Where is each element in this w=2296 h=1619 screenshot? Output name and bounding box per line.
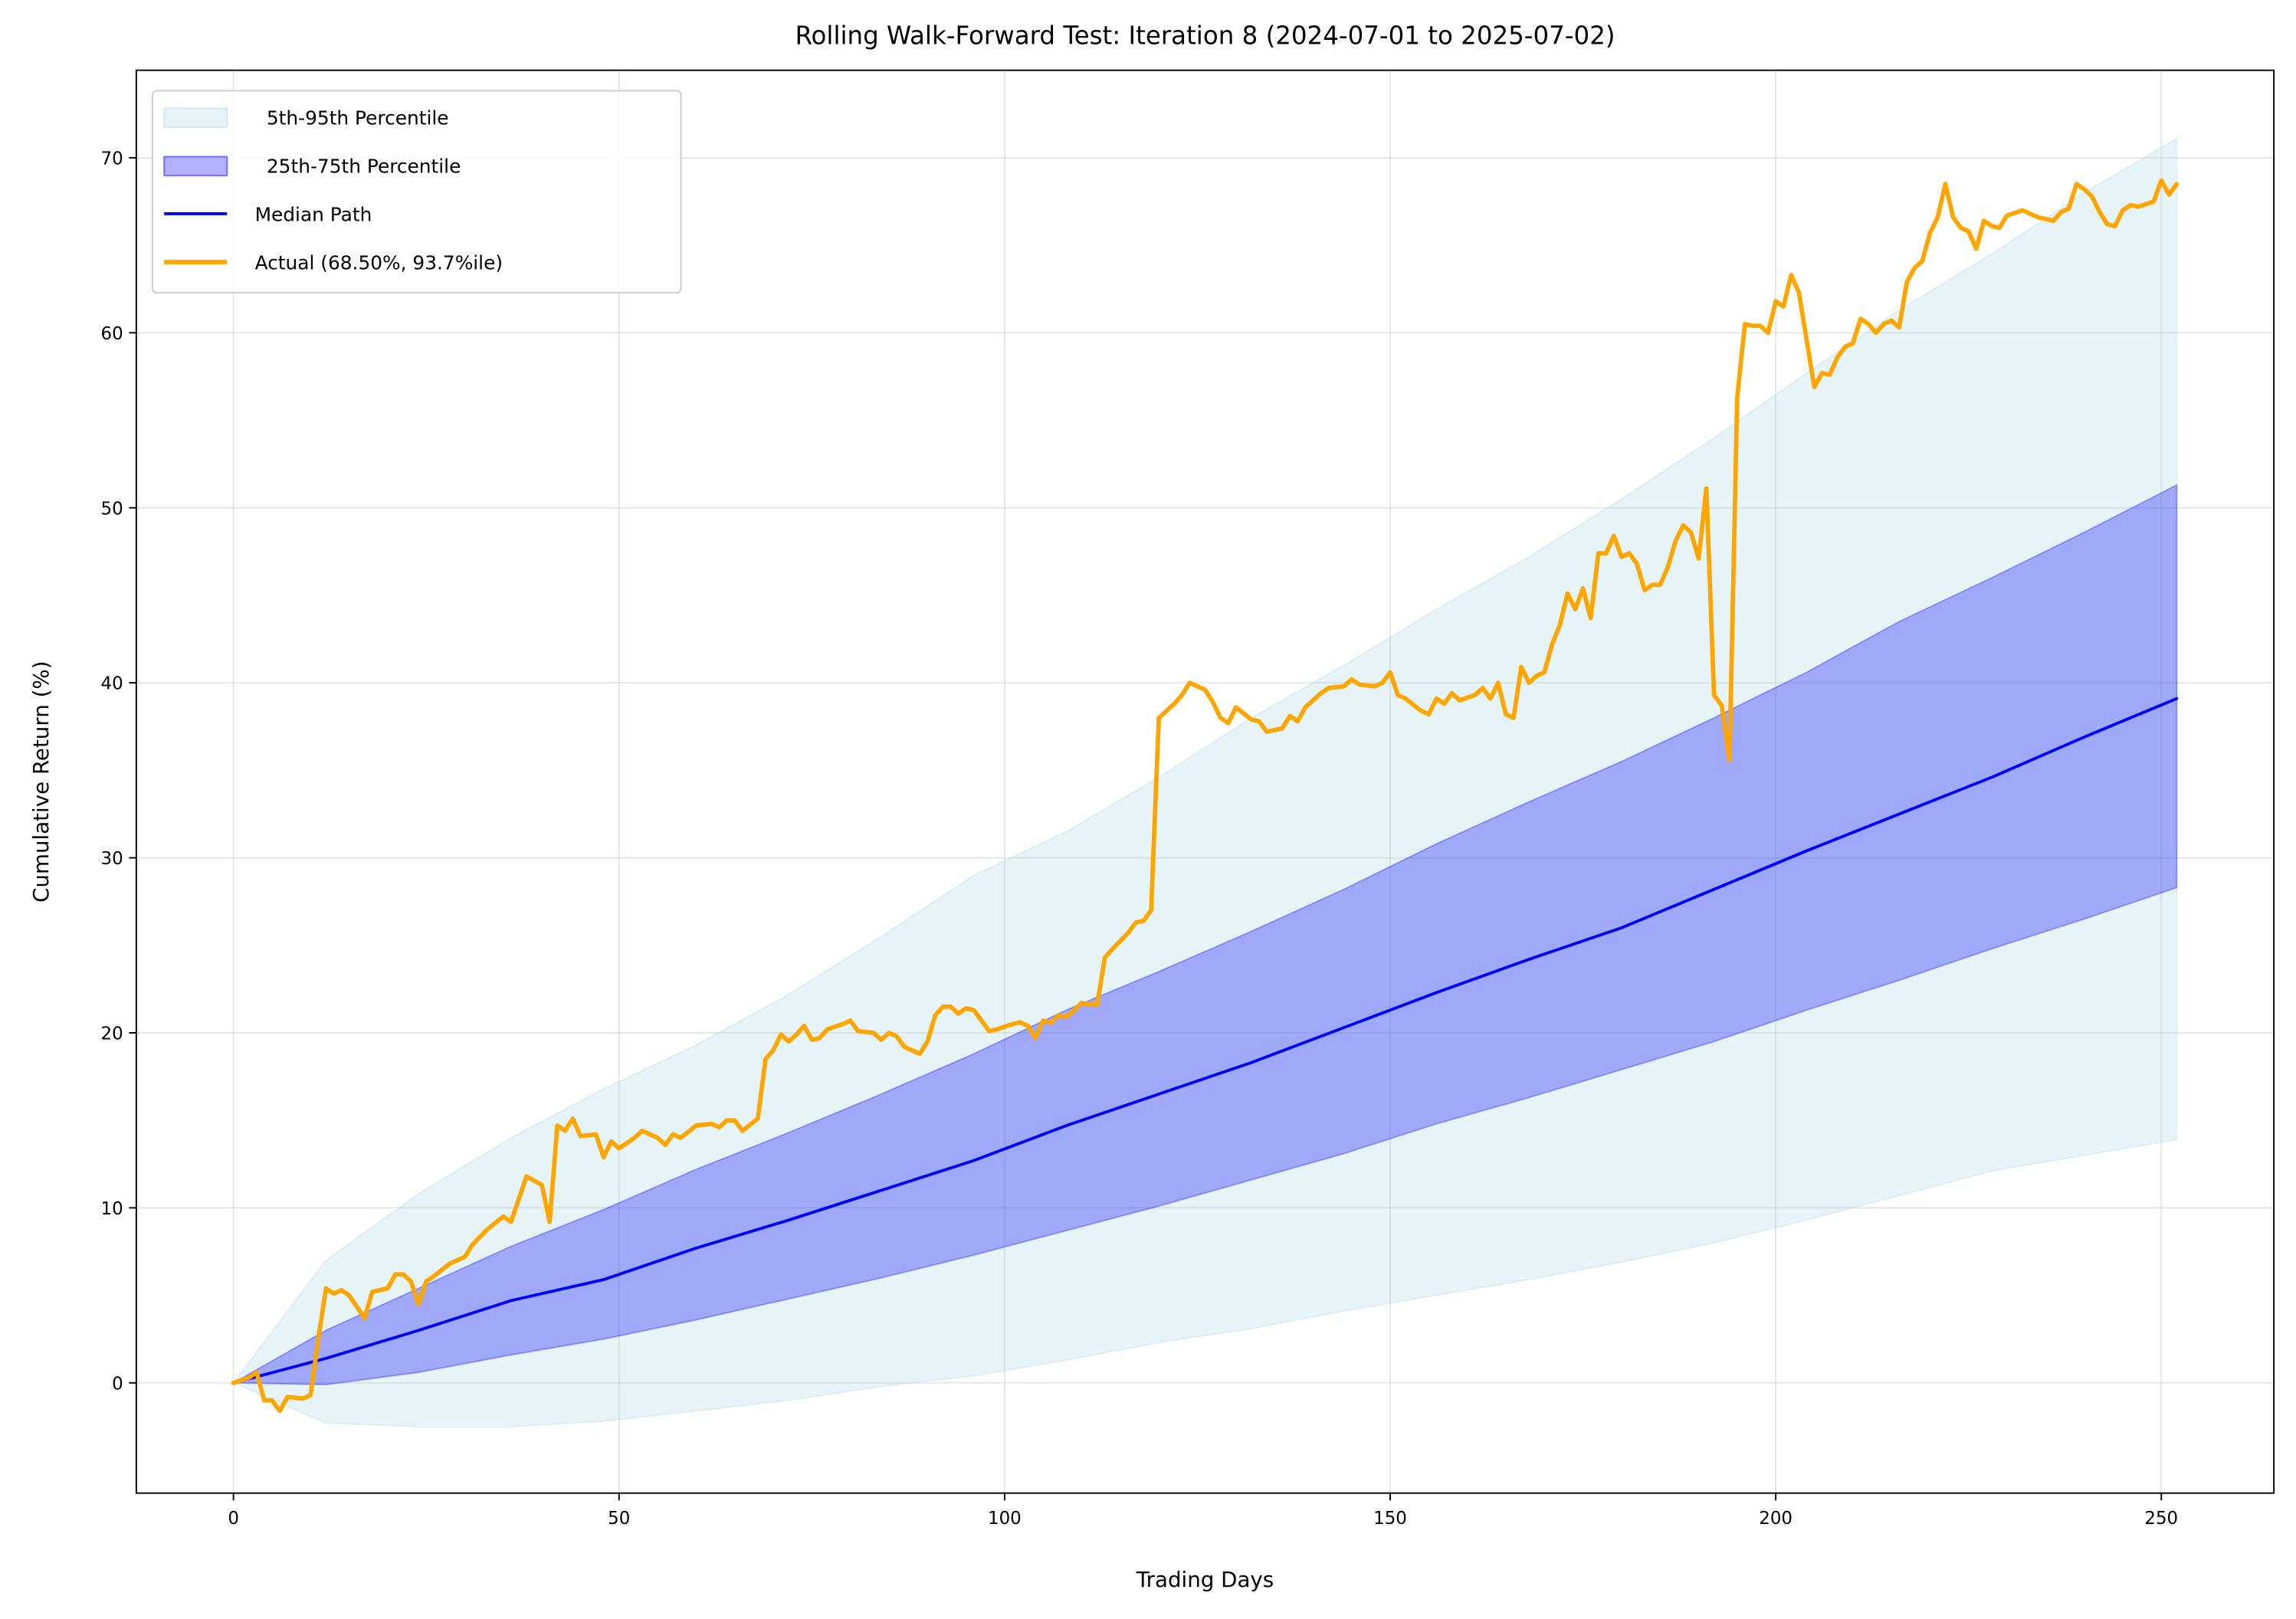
legend-swatch (163, 156, 228, 177)
percentile-band (231, 483, 2178, 1386)
x-tick-label: 100 (988, 1509, 1022, 1529)
y-tick-label: 70 (101, 149, 123, 169)
y-axis-label: Cumulative Return (%) (28, 660, 54, 902)
y-tick-label: 50 (101, 499, 123, 519)
series-line (231, 696, 2179, 1385)
legend-label: 25th-75th Percentile (267, 155, 461, 177)
y-tick-label: 10 (101, 1199, 123, 1219)
percentile-band (232, 137, 2178, 1427)
legend-label: 5th-95th Percentile (267, 107, 449, 129)
x-tick-label: 50 (608, 1509, 630, 1529)
y-tick-label: 60 (101, 324, 123, 344)
x-tick-label: 0 (228, 1509, 239, 1529)
x-axis-label: Trading Days (1136, 1567, 1274, 1592)
legend-label: Median Path (255, 203, 372, 225)
x-tick-label: 150 (1373, 1509, 1407, 1529)
legend-box (151, 90, 682, 294)
axes-frame (135, 69, 2275, 1494)
y-tick-label: 0 (112, 1374, 123, 1394)
y-tick-label: 40 (101, 674, 123, 694)
plot-area (231, 137, 2180, 1427)
legend: 5th-95th Percentile 25th-75th Percentile M… (151, 90, 682, 294)
y-tick-label: 30 (101, 849, 123, 869)
legend-label: Actual (68.50%, 93.7%ile) (255, 252, 503, 274)
y-tick-label: 20 (101, 1024, 123, 1044)
chart-title: Rolling Walk-Forward Test: Iteration 8 (… (795, 21, 1615, 50)
series-line (231, 178, 2180, 1414)
x-tick-label: 250 (2144, 1509, 2178, 1529)
legend-swatch (163, 107, 228, 129)
x-tick-label: 200 (1759, 1509, 1793, 1529)
